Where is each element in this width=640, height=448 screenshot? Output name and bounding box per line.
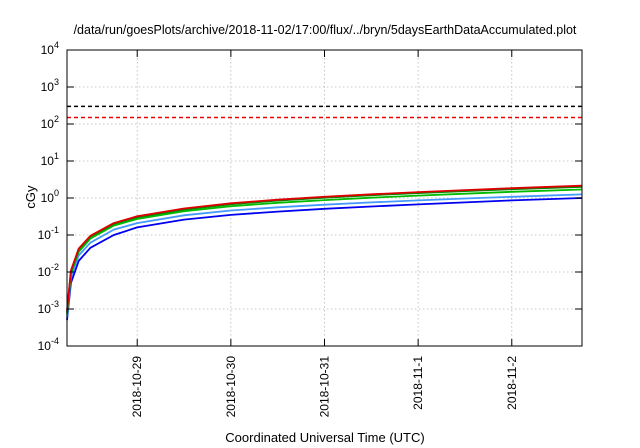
y-tick-base: 10 [38, 302, 52, 316]
x-axis-label: Coordinated Universal Time (UTC) [225, 430, 424, 445]
y-tick-label: 10-3 [38, 299, 59, 316]
x-tick-label: 2018-10-31 [318, 356, 332, 418]
y-tick-base: 10 [41, 117, 55, 131]
y-tick-label: 103 [41, 77, 59, 94]
reference-lines [67, 105, 582, 119]
y-tick-label: 10-1 [38, 225, 59, 242]
y-tick-base: 10 [41, 191, 55, 205]
y-tick-exponent: 1 [54, 151, 59, 161]
x-tick-label: 2018-10-29 [130, 356, 144, 418]
y-tick-label: 102 [41, 114, 59, 131]
series-line [66, 197, 583, 321]
series-line [66, 188, 583, 315]
y-tick-exponent: 3 [54, 77, 59, 87]
series-line [66, 193, 583, 318]
y-tick-exponent: -4 [51, 336, 59, 346]
y-tick-exponent: -3 [51, 299, 59, 309]
tick-marks [67, 49, 582, 347]
y-axis-label: cGy [23, 185, 38, 209]
y-tick-exponent: 2 [54, 114, 59, 124]
y-tick-exponent: -2 [51, 262, 59, 272]
x-tick-label: 2018-10-30 [224, 356, 238, 418]
series-line [66, 186, 583, 313]
x-tick-label: 2018-11-2 [505, 356, 519, 410]
y-tick-base: 10 [38, 228, 52, 242]
chart-title: /data/run/goesPlots/archive/2018-11-02/1… [74, 23, 577, 37]
y-tick-label: 10-4 [38, 336, 59, 353]
series-lines [66, 184, 583, 321]
y-tick-base: 10 [38, 339, 52, 353]
y-tick-base: 10 [41, 154, 55, 168]
y-tick-base: 10 [38, 265, 52, 279]
x-tick-labels: 2018-10-29 2018-10-30 2018-10-31 2018-11-1 2… [130, 356, 519, 418]
series-line [66, 184, 583, 311]
y-tick-exponent: -1 [51, 225, 59, 235]
y-tick-exponent: 0 [54, 188, 59, 198]
y-tick-label: 10-2 [38, 262, 59, 279]
y-tick-base: 10 [41, 43, 55, 57]
y-tick-label: 100 [41, 188, 59, 205]
y-tick-label: 101 [41, 151, 59, 168]
y-tick-exponent: 4 [54, 40, 59, 50]
y-tick-base: 10 [41, 80, 55, 94]
y-tick-label: 104 [41, 40, 59, 57]
x-tick-label: 2018-11-1 [411, 356, 425, 410]
